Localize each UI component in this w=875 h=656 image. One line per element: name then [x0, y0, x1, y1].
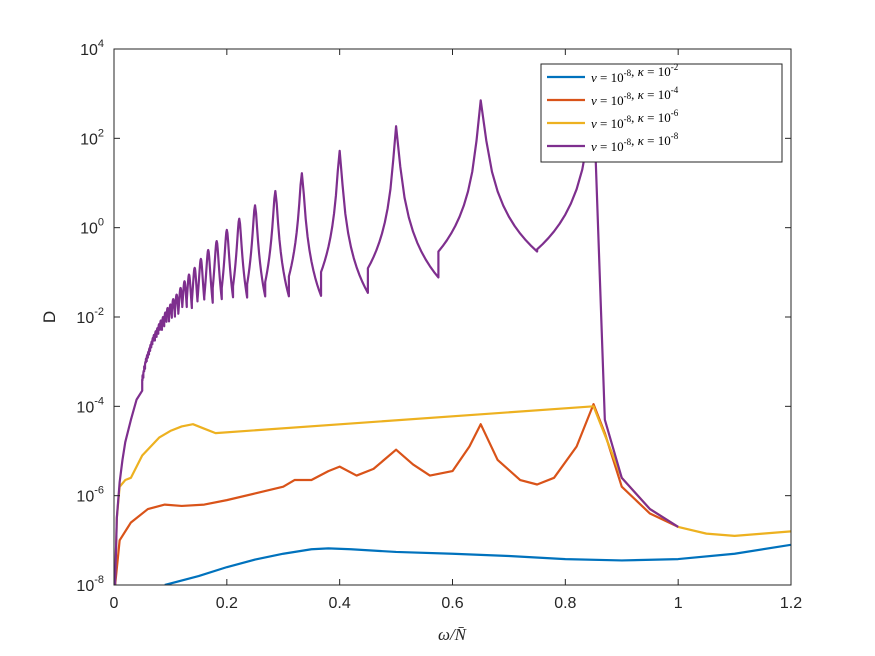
series-line-3 [114, 405, 791, 585]
x-tick-label: 0.4 [329, 595, 351, 612]
y-tick-label: 104 [80, 38, 104, 59]
series-layer [114, 97, 791, 585]
legend-label-3: ν = 10-8, κ = 10-6 [591, 108, 679, 131]
x-tick-label: 0.2 [216, 595, 238, 612]
y-tick-label: 10-4 [76, 395, 104, 416]
tick-layer: 0 0.2 0.4 0.6 0.8 1 1.2 10-8 10-6 10-4 10-2 100 102 1… [76, 38, 802, 612]
series-line-2 [114, 403, 679, 585]
x-tick-label: 0.8 [554, 595, 576, 612]
x-tick-label: 1.2 [780, 595, 802, 612]
series-line-1 [164, 543, 791, 585]
y-tick-label: 100 [80, 217, 104, 238]
y-tick-label: 102 [80, 127, 104, 148]
y-tick-label: 10-6 [76, 485, 104, 506]
series-line-4 [114, 97, 679, 585]
legend-label-4: ν = 10-8, κ = 10-8 [591, 131, 679, 154]
x-tick-label: 0 [110, 595, 119, 612]
x-axis-label: ω/N̄ [438, 625, 468, 644]
x-tick-label: 1 [674, 595, 683, 612]
y-tick-label: 10-8 [76, 574, 104, 595]
y-tick-label: 10-2 [76, 306, 104, 327]
x-tick-label: 0.6 [441, 595, 463, 612]
legend-label-1: ν = 10-8, κ = 10-2 [591, 62, 678, 85]
legend: ν = 10-8, κ = 10-2ν = 10-8, κ = 10-4ν = … [540, 62, 783, 163]
y-axis-label: D [40, 311, 59, 323]
legend-label-2: ν = 10-8, κ = 10-4 [591, 85, 679, 108]
